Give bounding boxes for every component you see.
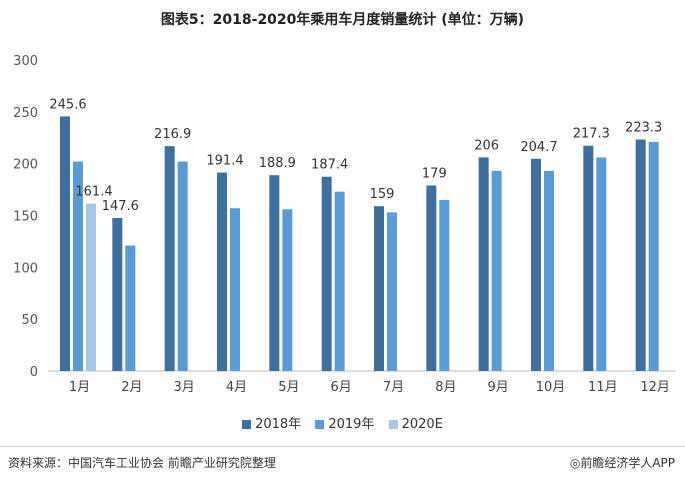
data-label: 187.4 <box>311 158 348 173</box>
bar-2018年-9月 <box>478 157 489 371</box>
data-label: 191.4 <box>206 154 243 169</box>
y-tick-label: 300 <box>13 54 38 69</box>
legend-label-2018: 2018年 <box>255 417 302 432</box>
x-tick-label: 8月 <box>435 380 456 395</box>
x-tick-label: 6月 <box>331 380 352 395</box>
source-note: 资料来源：中国汽车工业协会 前瞻产业研究院整理 <box>8 456 276 470</box>
x-tick-label: 12月 <box>640 380 670 395</box>
chart-title: 图表5：2018-2020年乘用车月度销量统计 (单位：万辆) <box>160 12 525 28</box>
data-label: 179 <box>422 166 447 181</box>
data-label: 161.4 <box>75 185 112 200</box>
x-tick-label: 10月 <box>536 380 566 395</box>
bar-2018年-12月 <box>635 139 646 371</box>
bar-2018年-1月 <box>60 116 70 371</box>
data-label: 206 <box>474 138 499 153</box>
legend-item-2020e: 2020E <box>388 417 443 432</box>
bar-2019年-7月 <box>387 212 397 371</box>
bar-2018年-10月 <box>531 158 541 371</box>
legend-swatch-2019 <box>315 420 325 429</box>
bar-2018年-5月 <box>269 175 280 371</box>
data-label: 204.7 <box>520 140 557 155</box>
legend-item-2019: 2019年 <box>315 413 374 432</box>
bar-2018年-8月 <box>426 185 437 371</box>
legend-swatch-2018 <box>242 420 252 429</box>
x-tick-label: 7月 <box>383 380 404 395</box>
legend-item-2018: 2018年 <box>242 413 301 432</box>
bar-2019年-9月 <box>491 170 502 371</box>
legend-label-2020e: 2020E <box>401 417 443 432</box>
data-label: 216.9 <box>154 127 191 142</box>
x-tick-label: 4月 <box>226 380 247 395</box>
legend-label-2019: 2019年 <box>328 417 375 432</box>
bar-2019年-4月 <box>230 208 240 371</box>
y-tick-label: 200 <box>13 158 38 173</box>
x-tick-label: 1月 <box>69 380 90 395</box>
x-tick-label: 2月 <box>121 380 142 395</box>
bar-2020E-1月 <box>86 203 96 371</box>
bar-2019年-10月 <box>544 170 554 371</box>
x-tick-label: 3月 <box>174 380 195 395</box>
bar-2019年-8月 <box>439 199 450 371</box>
data-label: 217.3 <box>573 127 610 142</box>
y-tick-label: 150 <box>13 210 38 225</box>
bar-2019年-3月 <box>177 161 188 371</box>
bar-2019年-6月 <box>334 191 345 371</box>
y-tick-label: 0 <box>30 365 38 380</box>
x-tick-label: 9月 <box>488 380 509 395</box>
brand-label: ◎前瞻经济学人APP <box>569 456 675 470</box>
footer-divider <box>0 446 685 447</box>
y-tick-label: 100 <box>13 261 38 276</box>
x-tick-label: 11月 <box>588 380 618 395</box>
legend: 2018年 2019年 2020E <box>0 413 685 432</box>
bar-2018年-3月 <box>164 146 175 371</box>
bar-2018年-6月 <box>321 176 332 371</box>
y-tick-label: 250 <box>13 106 38 121</box>
bar-2018年-11月 <box>583 145 594 371</box>
data-label: 159 <box>370 187 395 202</box>
data-label: 147.6 <box>102 199 139 214</box>
bar-2018年-4月 <box>217 172 227 371</box>
bar-2018年-7月 <box>374 206 384 371</box>
bar-2019年-5月 <box>282 209 293 371</box>
bar-2018年-2月 <box>112 217 123 371</box>
data-label: 223.3 <box>625 121 662 136</box>
y-tick-label: 50 <box>21 313 38 328</box>
bar-2019年-11月 <box>596 157 607 371</box>
legend-swatch-2020e <box>388 420 398 429</box>
x-tick-label: 5月 <box>278 380 299 395</box>
bar-2019年-1月 <box>73 161 83 371</box>
data-label: 245.6 <box>49 97 86 112</box>
bar-2019年-12月 <box>648 141 659 371</box>
data-label: 188.9 <box>259 156 296 171</box>
bar-2019年-2月 <box>125 245 136 371</box>
